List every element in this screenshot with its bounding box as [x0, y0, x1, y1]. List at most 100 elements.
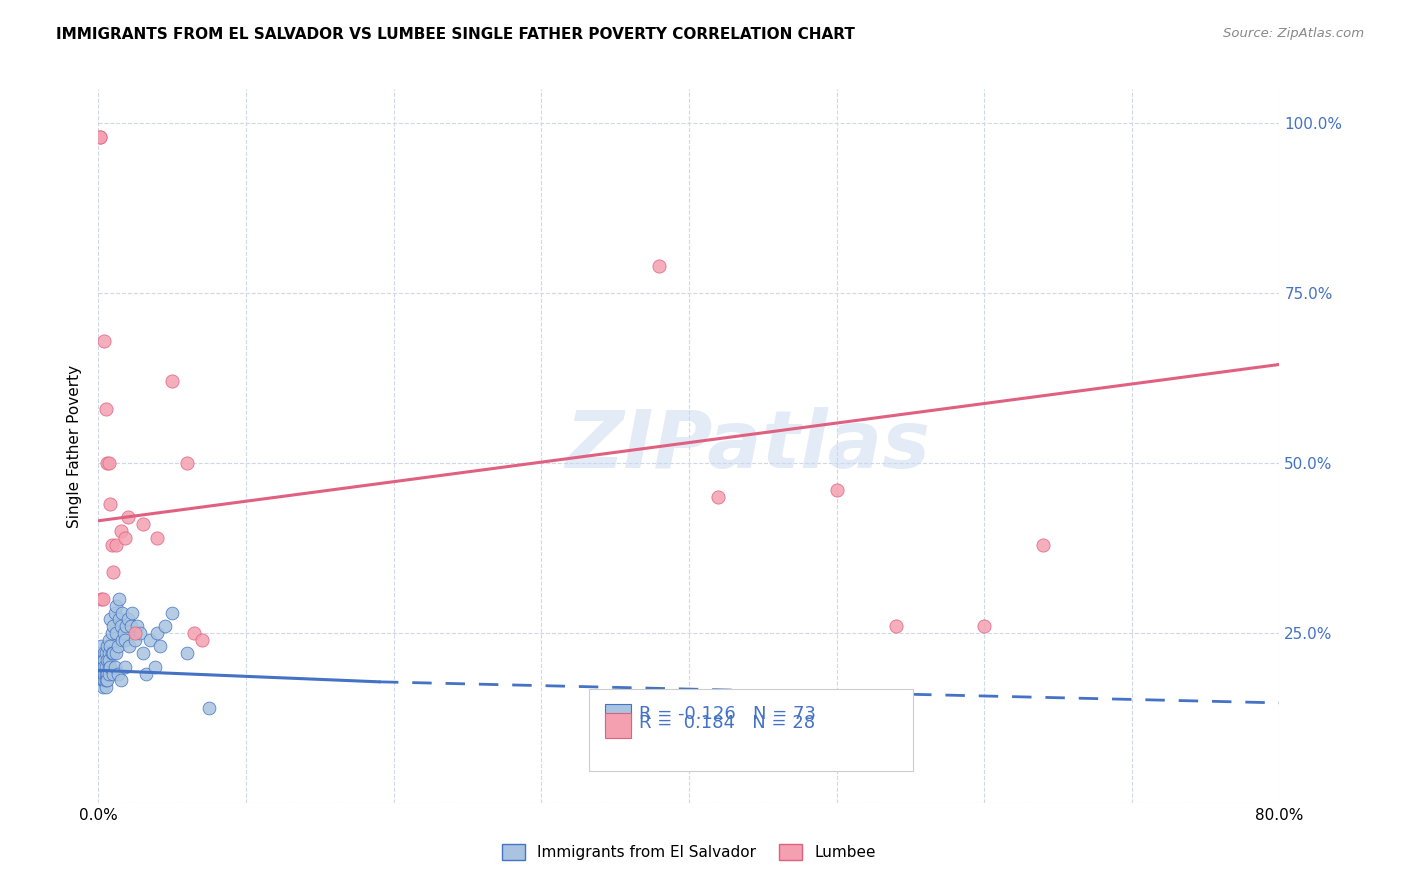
Point [97, 456, 120, 470]
Point [162, 606, 183, 620]
Point [89, 646, 111, 660]
Legend: Immigrants from El Salvador, Lumbee: Immigrants from El Salvador, Lumbee [496, 838, 882, 866]
Point [94, 646, 117, 660]
Point [93, 653, 115, 667]
Point [973, 619, 995, 633]
Point [114, 531, 136, 545]
Point [111, 606, 134, 620]
Point [105, 599, 128, 613]
Point [90, 591, 112, 606]
Point [93, 646, 115, 660]
Y-axis label: Single Father Poverty: Single Father Poverty [67, 365, 83, 527]
Point [884, 619, 907, 633]
Point [97, 632, 120, 647]
Point [114, 660, 136, 674]
Point [89, 653, 111, 667]
Point [103, 646, 125, 660]
Point [100, 646, 122, 660]
Point [110, 619, 132, 633]
Point [104, 606, 127, 620]
Point [91, 653, 114, 667]
Point [124, 626, 146, 640]
Point [103, 619, 125, 633]
Point [146, 531, 169, 545]
Point [139, 632, 162, 647]
Point [89, 666, 111, 681]
Point [105, 646, 128, 660]
Point [110, 524, 132, 538]
Point [93, 673, 115, 688]
Point [90, 640, 112, 654]
Point [112, 626, 135, 640]
Point [825, 483, 848, 498]
Point [191, 632, 214, 647]
Point [198, 700, 221, 714]
Point [103, 666, 125, 681]
Point [96, 640, 118, 654]
Point [103, 565, 125, 579]
Point [96, 653, 118, 667]
Point [97, 666, 120, 681]
Point [89, 129, 111, 144]
Point [97, 653, 120, 667]
Text: Source: ZipAtlas.com: Source: ZipAtlas.com [1223, 27, 1364, 40]
Point [153, 619, 176, 633]
Point [117, 510, 139, 524]
Text: IMMIGRANTS FROM EL SALVADOR VS LUMBEE SINGLE FATHER POVERTY CORRELATION CHART: IMMIGRANTS FROM EL SALVADOR VS LUMBEE SI… [56, 27, 855, 42]
Point [97, 660, 120, 674]
Point [132, 517, 155, 532]
Point [132, 646, 155, 660]
Point [96, 673, 118, 688]
Point [125, 619, 148, 633]
Point [90, 673, 112, 688]
Point [96, 456, 118, 470]
Point [89, 129, 111, 144]
Text: R = -0.126   N = 73: R = -0.126 N = 73 [640, 706, 815, 723]
Point [707, 490, 730, 504]
Point [183, 626, 205, 640]
Point [121, 606, 143, 620]
Point [143, 660, 166, 674]
Point [93, 660, 115, 674]
Point [104, 660, 127, 674]
Point [94, 673, 117, 688]
Point [176, 646, 198, 660]
Point [93, 666, 115, 681]
Point [91, 673, 114, 688]
Point [105, 626, 128, 640]
Point [128, 626, 150, 640]
Point [98, 660, 121, 674]
Text: ZIPatlas: ZIPatlas [565, 407, 931, 485]
Point [100, 626, 122, 640]
Point [120, 619, 142, 633]
Point [117, 612, 139, 626]
Point [91, 666, 114, 681]
Point [105, 537, 128, 551]
Point [98, 612, 121, 626]
Point [162, 375, 183, 389]
Point [91, 591, 114, 606]
Point [1032, 537, 1054, 551]
Point [108, 591, 131, 606]
Point [100, 537, 122, 551]
Point [176, 456, 198, 470]
Point [107, 666, 129, 681]
Point [114, 632, 136, 647]
Point [648, 259, 671, 273]
Point [115, 619, 138, 633]
Text: R =  0.184   N = 28: R = 0.184 N = 28 [640, 714, 815, 732]
Point [94, 666, 117, 681]
Point [90, 666, 112, 681]
Point [110, 673, 132, 688]
Point [108, 612, 131, 626]
Point [91, 660, 114, 674]
Point [94, 660, 117, 674]
Point [91, 680, 114, 694]
Point [135, 666, 157, 681]
Point [96, 666, 118, 681]
Point [124, 632, 146, 647]
Point [93, 334, 115, 348]
Point [94, 680, 117, 694]
Point [111, 632, 134, 647]
Point [94, 401, 117, 416]
